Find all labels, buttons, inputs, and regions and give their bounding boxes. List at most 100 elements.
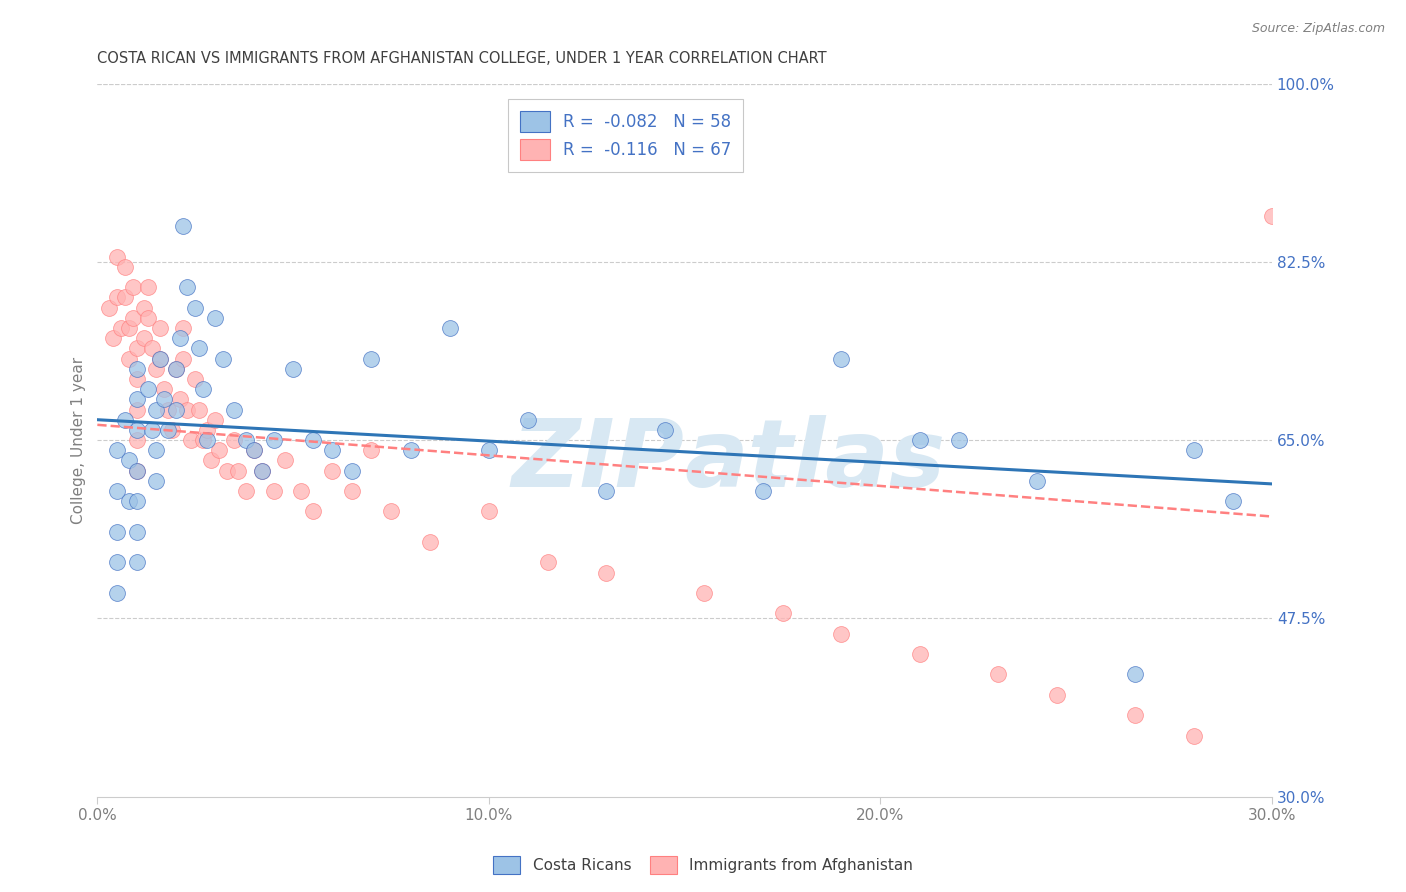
Point bbox=[200, 453, 222, 467]
Point bbox=[281, 361, 304, 376]
Point bbox=[125, 464, 148, 478]
Point bbox=[360, 443, 382, 458]
Point bbox=[101, 331, 124, 345]
Point bbox=[772, 607, 794, 621]
Point bbox=[156, 402, 179, 417]
Point bbox=[340, 483, 363, 498]
Point bbox=[125, 342, 148, 356]
Point bbox=[114, 260, 136, 274]
Text: atlas: atlas bbox=[685, 416, 946, 508]
Point bbox=[105, 524, 128, 539]
Point bbox=[301, 433, 323, 447]
Point bbox=[340, 464, 363, 478]
Point bbox=[1182, 729, 1205, 743]
Point bbox=[173, 321, 195, 335]
Point bbox=[321, 443, 343, 458]
Point bbox=[243, 443, 266, 458]
Point bbox=[105, 250, 128, 264]
Point bbox=[290, 483, 312, 498]
Point bbox=[195, 433, 218, 447]
Point bbox=[191, 433, 214, 447]
Point bbox=[184, 372, 207, 386]
Point bbox=[125, 433, 148, 447]
Point bbox=[224, 433, 246, 447]
Point bbox=[321, 464, 343, 478]
Point bbox=[830, 626, 852, 640]
Text: Source: ZipAtlas.com: Source: ZipAtlas.com bbox=[1251, 22, 1385, 36]
Point bbox=[114, 290, 136, 304]
Point bbox=[121, 310, 143, 325]
Point bbox=[654, 423, 676, 437]
Point bbox=[235, 433, 257, 447]
Point bbox=[156, 423, 179, 437]
Point bbox=[752, 483, 775, 498]
Point bbox=[263, 483, 285, 498]
Point bbox=[105, 443, 128, 458]
Point bbox=[145, 443, 167, 458]
Point bbox=[173, 351, 195, 366]
Point bbox=[169, 392, 191, 407]
Point bbox=[908, 647, 931, 661]
Point bbox=[173, 219, 195, 234]
Point bbox=[204, 310, 226, 325]
Point bbox=[136, 280, 159, 294]
Point bbox=[105, 555, 128, 569]
Point bbox=[125, 524, 148, 539]
Point bbox=[118, 453, 141, 467]
Point bbox=[125, 392, 148, 407]
Point bbox=[165, 402, 187, 417]
Point bbox=[1123, 667, 1146, 681]
Point bbox=[208, 443, 231, 458]
Point bbox=[243, 443, 266, 458]
Point bbox=[141, 423, 163, 437]
Point bbox=[274, 453, 297, 467]
Point bbox=[125, 372, 148, 386]
Point bbox=[125, 402, 148, 417]
Point bbox=[141, 342, 163, 356]
Point bbox=[301, 504, 323, 518]
Point bbox=[98, 301, 121, 315]
Point bbox=[149, 321, 172, 335]
Point bbox=[118, 351, 141, 366]
Point bbox=[215, 464, 238, 478]
Point bbox=[1222, 494, 1244, 508]
Point bbox=[399, 443, 422, 458]
Point bbox=[263, 433, 285, 447]
Point bbox=[211, 351, 233, 366]
Point bbox=[188, 342, 211, 356]
Point bbox=[948, 433, 970, 447]
Point bbox=[105, 290, 128, 304]
Point bbox=[125, 464, 148, 478]
Point bbox=[105, 586, 128, 600]
Point bbox=[536, 555, 558, 569]
Point bbox=[149, 351, 172, 366]
Point bbox=[224, 402, 246, 417]
Point bbox=[125, 361, 148, 376]
Point bbox=[169, 331, 191, 345]
Point bbox=[110, 321, 132, 335]
Point bbox=[153, 382, 176, 396]
Point bbox=[419, 535, 441, 549]
Point bbox=[439, 321, 461, 335]
Point bbox=[118, 494, 141, 508]
Point bbox=[134, 331, 156, 345]
Point bbox=[908, 433, 931, 447]
Point bbox=[125, 494, 148, 508]
Point bbox=[380, 504, 402, 518]
Point bbox=[136, 310, 159, 325]
Point bbox=[595, 566, 617, 580]
Point bbox=[160, 423, 183, 437]
Point bbox=[478, 443, 501, 458]
Point bbox=[478, 504, 501, 518]
Point bbox=[153, 392, 176, 407]
Point bbox=[830, 351, 852, 366]
Legend: R =  -0.082   N = 58, R =  -0.116   N = 67: R = -0.082 N = 58, R = -0.116 N = 67 bbox=[509, 99, 744, 172]
Legend: Costa Ricans, Immigrants from Afghanistan: Costa Ricans, Immigrants from Afghanista… bbox=[486, 850, 920, 880]
Text: ZIP: ZIP bbox=[512, 416, 685, 508]
Point bbox=[987, 667, 1010, 681]
Point bbox=[1261, 209, 1284, 223]
Point bbox=[184, 301, 207, 315]
Point bbox=[105, 483, 128, 498]
Point bbox=[136, 382, 159, 396]
Point bbox=[176, 280, 198, 294]
